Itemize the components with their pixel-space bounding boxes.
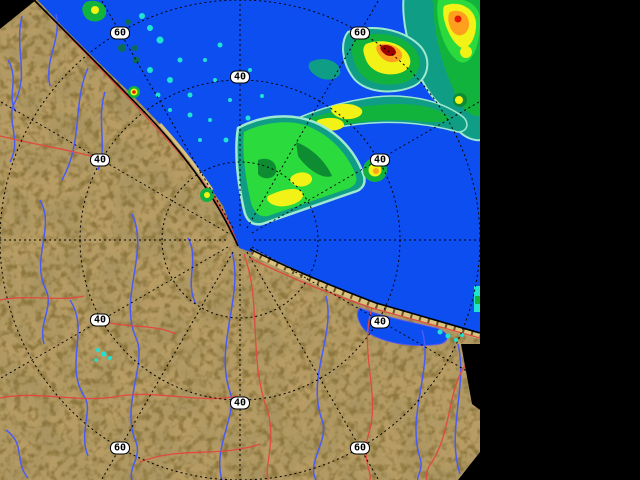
radar-map: 60 60 40 40 40 40 40 40 60 60: [0, 0, 480, 480]
radar-map-canvas: [0, 0, 480, 480]
roads: [0, 3, 480, 480]
scan-edge-mask: [0, 0, 480, 480]
rivers: [5, 13, 462, 480]
beach: [158, 123, 480, 339]
radar-echoes: [82, 0, 480, 362]
side-panel: ilts2PPISEAICE2_A_ZTask: SEAICE2_APRF: 1…: [480, 0, 640, 480]
land: [0, 0, 480, 480]
